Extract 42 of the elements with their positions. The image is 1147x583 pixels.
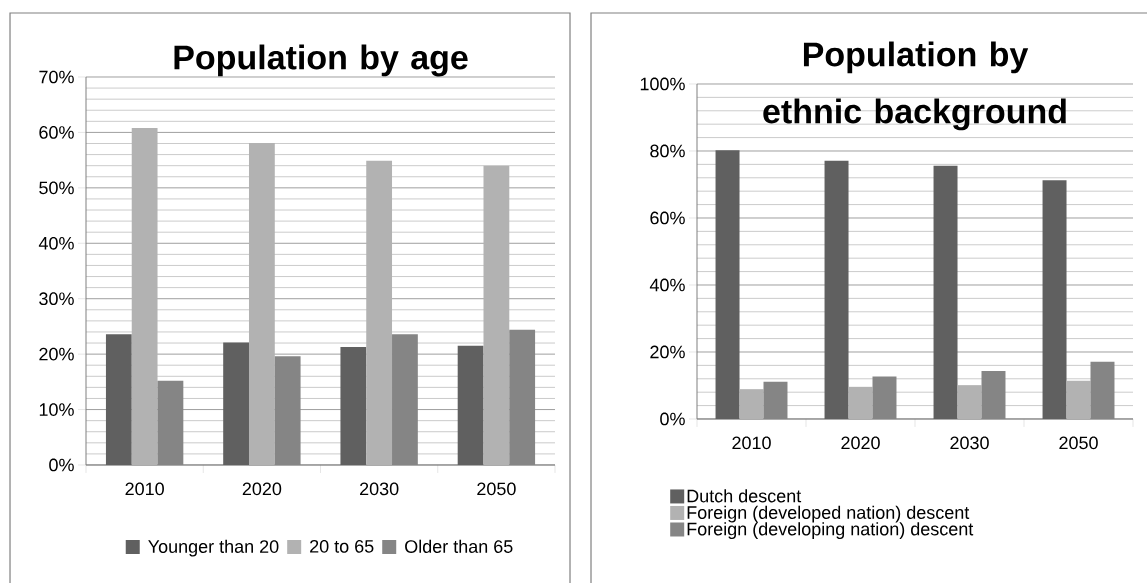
legend-label: Foreign (developing nation) descent: [687, 522, 974, 539]
legend-label: 20 to 65: [310, 539, 374, 553]
x-tick-label: 2010: [125, 482, 164, 496]
bar: [739, 389, 764, 419]
y-tick-label: 60%: [39, 126, 74, 139]
y-tick-label: 60%: [650, 211, 685, 225]
bar: [933, 165, 958, 419]
legend-label: Younger than 20: [148, 539, 279, 557]
x-tick-label: 2020: [841, 436, 880, 450]
bar: [848, 386, 873, 419]
x-tick-label: 2030: [950, 436, 989, 450]
chart-title: Population by ethnic background: [763, 41, 1066, 131]
legend-label: Older than 65: [405, 539, 513, 553]
y-tick-label: 0%: [49, 458, 74, 472]
y-tick-label: 40%: [38, 236, 74, 250]
y-tick-label: 100%: [640, 77, 685, 91]
x-tick-label: 2050: [1059, 436, 1098, 450]
y-tick-label: 50%: [39, 181, 74, 195]
bar: [223, 342, 249, 465]
bar: [824, 160, 849, 419]
x-tick-label: 2010: [732, 436, 771, 450]
bar: [105, 334, 132, 465]
x-tick-label: 2050: [477, 482, 516, 496]
y-tick-label: 70%: [39, 70, 74, 84]
y-tick-label: 20%: [650, 345, 685, 359]
legend-label: Foreign (developed nation) descent: [687, 505, 970, 523]
y-tick-label: 0%: [660, 412, 685, 426]
bar: [715, 150, 740, 419]
y-tick-label: 80%: [650, 144, 685, 158]
bar: [1042, 180, 1067, 419]
y-tick-label: 10%: [39, 403, 74, 416]
bar: [1066, 380, 1091, 419]
x-tick-label: 2030: [360, 482, 399, 496]
bar: [457, 345, 484, 465]
legend-label: Dutch descent: [687, 489, 802, 503]
y-tick-label: 30%: [39, 292, 74, 306]
chart-title: Population by age: [174, 44, 468, 77]
bar: [957, 385, 982, 419]
y-tick-label: 20%: [39, 347, 74, 361]
bar: [340, 346, 367, 465]
y-tick-label: 40%: [649, 278, 685, 292]
x-tick-label: 2020: [242, 482, 282, 496]
